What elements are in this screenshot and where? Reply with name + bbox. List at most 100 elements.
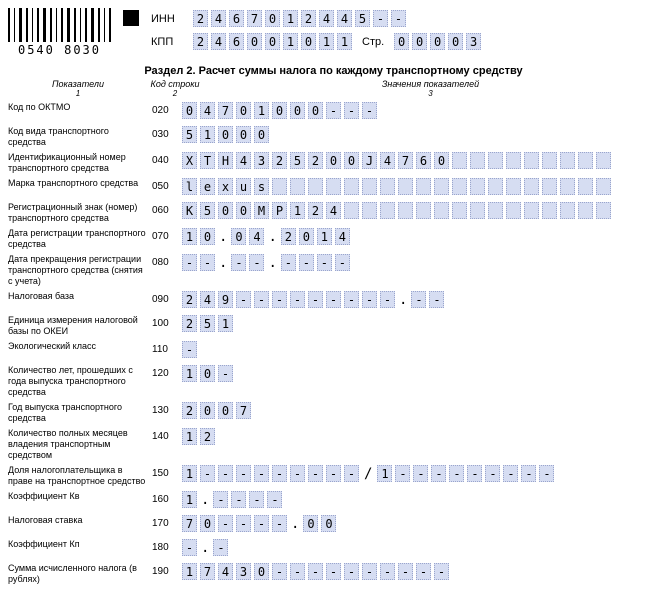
cell: - bbox=[434, 563, 449, 580]
row-code: 160 bbox=[152, 491, 182, 505]
cell bbox=[308, 178, 323, 195]
row-value: K500MP124 bbox=[182, 202, 659, 219]
cell: 2 bbox=[193, 10, 208, 27]
cell: - bbox=[485, 465, 500, 482]
cell bbox=[434, 202, 449, 219]
col3-num: 3 bbox=[202, 89, 659, 98]
cell: 1 bbox=[290, 202, 305, 219]
cell: 6 bbox=[229, 33, 244, 50]
separator-dot: . bbox=[219, 255, 227, 271]
cell: - bbox=[429, 291, 444, 308]
row-label: Регистрационный знак (номер) транспортно… bbox=[8, 202, 152, 224]
form-row: Год выпуска транспортного средства130200… bbox=[8, 402, 659, 424]
cell: - bbox=[521, 465, 536, 482]
cell: 1 bbox=[283, 10, 298, 27]
cell: 1 bbox=[182, 465, 197, 482]
cell: H bbox=[218, 152, 233, 169]
cell: 4 bbox=[200, 102, 215, 119]
row-code: 190 bbox=[152, 563, 182, 577]
col1-num: 1 bbox=[8, 89, 148, 98]
form-row: Количество полных месяцев владения транс… bbox=[8, 428, 659, 461]
separator-dot: . bbox=[268, 255, 276, 271]
barcode: 0540 8030 bbox=[8, 8, 111, 57]
cell: - bbox=[272, 291, 287, 308]
cell bbox=[362, 202, 377, 219]
row-code: 080 bbox=[152, 254, 182, 268]
cell: - bbox=[200, 465, 215, 482]
cell: s bbox=[254, 178, 269, 195]
cell: 4 bbox=[218, 563, 233, 580]
form-row: Налоговая ставка17070----.00 bbox=[8, 515, 659, 535]
cell: K bbox=[182, 202, 197, 219]
row-code: 050 bbox=[152, 178, 182, 192]
cell: - bbox=[272, 515, 287, 532]
cell: - bbox=[317, 254, 332, 271]
cell bbox=[542, 178, 557, 195]
form-row: Единица измерения налоговой базы по ОКЕИ… bbox=[8, 315, 659, 337]
cell: - bbox=[236, 465, 251, 482]
cell: - bbox=[254, 515, 269, 532]
form-row: Код вида транспортного средства03051000 bbox=[8, 126, 659, 148]
cell: 7 bbox=[398, 152, 413, 169]
cell bbox=[596, 152, 611, 169]
cell: - bbox=[344, 465, 359, 482]
cell: 4 bbox=[211, 10, 226, 27]
cell: T bbox=[200, 152, 215, 169]
cell bbox=[524, 178, 539, 195]
cell: - bbox=[344, 102, 359, 119]
cell: 0 bbox=[254, 563, 269, 580]
cell bbox=[416, 178, 431, 195]
cell: 4 bbox=[335, 228, 350, 245]
cell: - bbox=[254, 465, 269, 482]
row-value: 1---------/1--------- bbox=[182, 465, 659, 482]
row-label: Идентификационный номер транспортного ср… bbox=[8, 152, 152, 174]
cell: 0 bbox=[182, 102, 197, 119]
cell: - bbox=[398, 563, 413, 580]
row-value: 251 bbox=[182, 315, 659, 332]
cell bbox=[542, 202, 557, 219]
cell: 0 bbox=[231, 228, 246, 245]
cell: 0 bbox=[218, 202, 233, 219]
cell: - bbox=[308, 563, 323, 580]
cell bbox=[470, 178, 485, 195]
cell: 6 bbox=[229, 10, 244, 27]
cell: - bbox=[272, 563, 287, 580]
col2-title: Код строки bbox=[148, 79, 202, 89]
cell bbox=[398, 178, 413, 195]
cell bbox=[596, 178, 611, 195]
cell: - bbox=[326, 102, 341, 119]
cell: - bbox=[290, 465, 305, 482]
cell: 1 bbox=[182, 228, 197, 245]
form-row: Экологический класс110- bbox=[8, 341, 659, 361]
cell: - bbox=[290, 291, 305, 308]
cell: - bbox=[308, 291, 323, 308]
row-label: Дата регистрации транспортного средства bbox=[8, 228, 152, 250]
cell bbox=[272, 178, 287, 195]
cell: 0 bbox=[394, 33, 409, 50]
col3-title: Значения показателей bbox=[202, 79, 659, 89]
row-value: - bbox=[182, 341, 659, 358]
cell: e bbox=[200, 178, 215, 195]
cell bbox=[398, 202, 413, 219]
cell: 2 bbox=[182, 315, 197, 332]
cell: - bbox=[249, 491, 264, 508]
cell: 4 bbox=[236, 152, 251, 169]
cell: 4 bbox=[200, 291, 215, 308]
cell: 4 bbox=[249, 228, 264, 245]
cell: 0 bbox=[265, 10, 280, 27]
cell: 4 bbox=[326, 202, 341, 219]
row-label: Код вида транспортного средства bbox=[8, 126, 152, 148]
cell: 1 bbox=[182, 428, 197, 445]
cell: 0 bbox=[434, 152, 449, 169]
cell bbox=[578, 202, 593, 219]
cell: 1 bbox=[283, 33, 298, 50]
cell: 6 bbox=[416, 152, 431, 169]
cell: - bbox=[272, 465, 287, 482]
row-value: 70----.00 bbox=[182, 515, 659, 532]
cell: 2 bbox=[182, 402, 197, 419]
cell: 3 bbox=[236, 563, 251, 580]
cell: - bbox=[449, 465, 464, 482]
cell: 0 bbox=[303, 515, 318, 532]
cell bbox=[488, 152, 503, 169]
cell: 1 bbox=[254, 102, 269, 119]
